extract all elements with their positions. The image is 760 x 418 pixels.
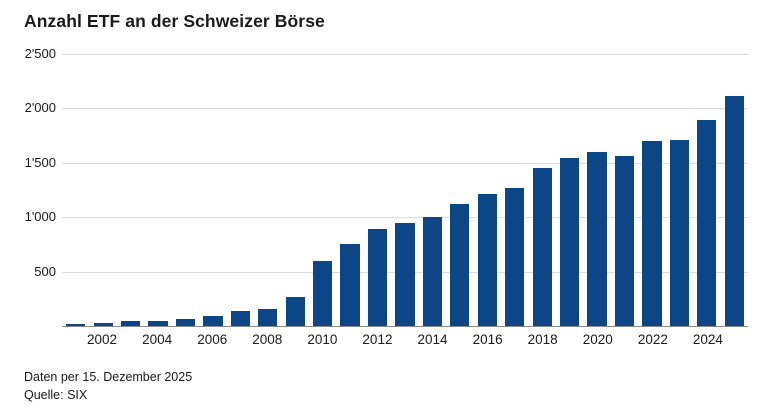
x-tick-label-2016: 2016 — [472, 332, 503, 347]
bar-2006 — [203, 316, 223, 326]
y-tick-label: 2'500 — [24, 46, 56, 61]
x-tick-label-2014: 2014 — [417, 332, 448, 347]
x-tick-slot-2003 — [117, 331, 142, 348]
bar-slot-2013 — [391, 54, 418, 326]
bar-2025 — [724, 96, 744, 326]
bar-2003 — [120, 321, 141, 326]
bar-slot-2003 — [117, 54, 144, 326]
bar-slot-2005 — [172, 54, 199, 326]
x-tick-slot-2021 — [613, 331, 638, 348]
bar-2012 — [367, 229, 388, 326]
x-tick-slot-2023 — [668, 331, 693, 348]
bar-2005 — [175, 319, 196, 326]
x-tick-slot-2013 — [392, 331, 417, 348]
bar-slot-2022 — [638, 54, 665, 326]
bar-slot-2007 — [227, 54, 254, 326]
x-axis-line — [62, 325, 748, 327]
gridline-1000 — [62, 217, 748, 219]
bar-2002 — [93, 322, 113, 326]
bar-2021 — [614, 156, 635, 326]
bar-2023 — [669, 139, 689, 326]
x-tick-label-2002: 2002 — [87, 332, 118, 347]
bar-slot-2001 — [62, 54, 89, 326]
bar-slot-2018 — [528, 54, 555, 326]
x-tick-label-2018: 2018 — [527, 332, 558, 347]
bar-slot-2019 — [556, 54, 583, 326]
bar-slot-2008 — [254, 54, 281, 326]
footer-note: Daten per 15. Dezember 2025 — [24, 370, 193, 384]
bar-slot-2017 — [501, 54, 528, 326]
bar-2019 — [559, 158, 580, 326]
x-tick-label-2020: 2020 — [582, 332, 613, 347]
chart-footer: Daten per 15. Dezember 2025 Quelle: SIX — [24, 368, 192, 404]
bar-slot-2006 — [199, 54, 226, 326]
bar-2014 — [422, 217, 442, 326]
y-tick-label: 1'500 — [24, 154, 56, 170]
x-tick-slot-2017 — [503, 331, 528, 348]
bar-slot-2010 — [309, 54, 336, 326]
bar-2015 — [450, 204, 470, 326]
chart-title: Anzahl ETF an der Schweizer Börse — [24, 11, 325, 31]
y-tick-label: 1'000 — [24, 209, 56, 225]
bar-2004 — [148, 320, 168, 326]
bar-2010 — [313, 260, 333, 326]
bar-slot-2025 — [721, 54, 748, 326]
gridline-2000 — [62, 108, 748, 110]
plot-area — [62, 54, 748, 327]
x-tick-label-2006: 2006 — [197, 332, 228, 347]
y-tick-label: 500 — [34, 263, 56, 279]
bar-slot-2021 — [611, 54, 638, 326]
x-tick-slot-2009 — [282, 331, 307, 348]
bar-series — [62, 54, 748, 326]
x-tick-slot-2005 — [172, 331, 197, 348]
bar-2018 — [532, 168, 552, 326]
bar-2022 — [642, 141, 662, 326]
x-tick-slot-2011 — [337, 331, 362, 348]
x-tick-slot-2025 — [723, 331, 748, 348]
bar-2009 — [285, 296, 305, 326]
bar-2024 — [697, 120, 717, 326]
bar-2001 — [66, 324, 86, 326]
bar-slot-2009 — [282, 54, 309, 326]
footer-source: Quelle: SIX — [24, 388, 88, 402]
x-tick-label-2024: 2024 — [692, 332, 723, 347]
bar-slot-2012 — [364, 54, 391, 326]
bar-slot-2016 — [474, 54, 501, 326]
x-tick-label-2012: 2012 — [362, 332, 393, 347]
bar-2020 — [587, 151, 607, 326]
bar-2008 — [258, 308, 278, 326]
x-tick-slot-2019 — [558, 331, 583, 348]
bar-2007 — [230, 310, 250, 326]
x-tick-slot-2001 — [62, 331, 87, 348]
x-axis-labels: 2002 2004 2006 2008 2010 2012 2014 2016 2018 2020… — [62, 331, 748, 348]
bar-slot-2015 — [446, 54, 473, 326]
bar-2013 — [395, 222, 415, 326]
x-tick-slot-2007 — [227, 331, 252, 348]
bar-slot-2011 — [336, 54, 363, 326]
bar-slot-2002 — [89, 54, 116, 326]
x-tick-label-2004: 2004 — [142, 332, 173, 347]
bar-slot-2024 — [693, 54, 720, 326]
bar-slot-2014 — [419, 54, 446, 326]
x-tick-label-2010: 2010 — [307, 332, 338, 347]
x-tick-label-2008: 2008 — [252, 332, 283, 347]
bar-2017 — [505, 187, 525, 326]
gridline-2500 — [62, 54, 748, 55]
x-tick-label-2022: 2022 — [637, 332, 668, 347]
gridline-1500 — [62, 162, 748, 164]
x-tick-slot-2015 — [448, 331, 473, 348]
y-tick-label: 2'000 — [24, 100, 56, 116]
bar-2011 — [340, 244, 360, 326]
y-axis-labels: 2'500 2'000 1'500 1'000 500 — [0, 0, 56, 418]
bar-slot-2023 — [666, 54, 693, 326]
bar-slot-2004 — [144, 54, 171, 326]
bar-2016 — [477, 194, 497, 326]
bar-slot-2020 — [583, 54, 610, 326]
